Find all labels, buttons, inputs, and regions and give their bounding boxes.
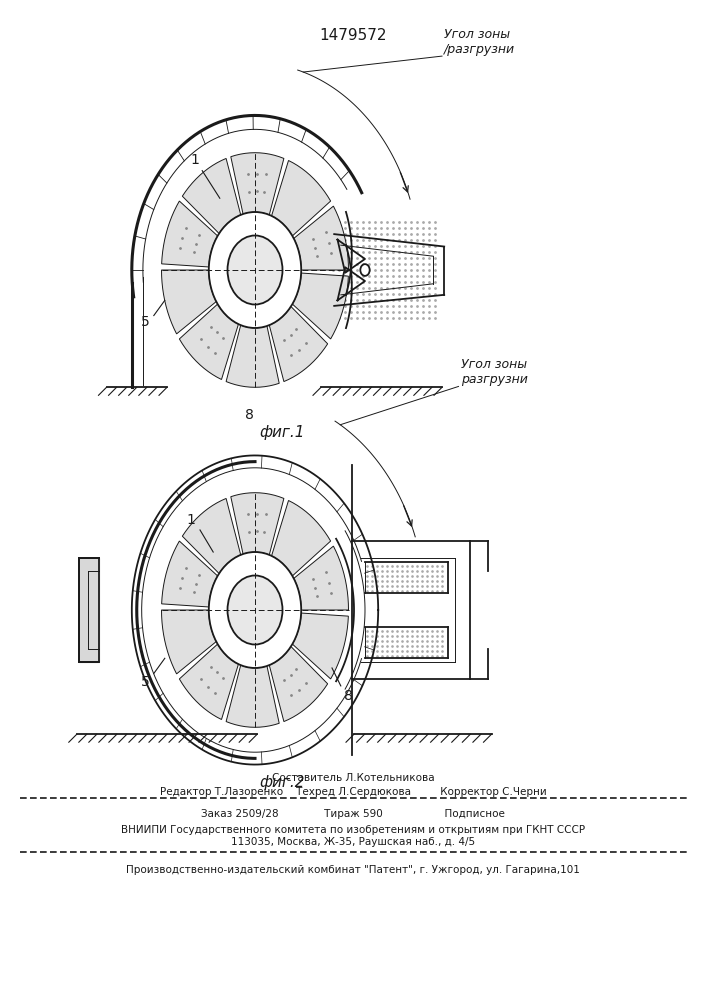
Ellipse shape xyxy=(228,235,283,304)
Text: Угол зоны
/разгрузни: Угол зоны /разгрузни xyxy=(444,28,515,56)
Text: 8: 8 xyxy=(245,408,254,422)
Text: 1479572: 1479572 xyxy=(320,27,387,42)
Polygon shape xyxy=(269,646,327,722)
Polygon shape xyxy=(161,270,216,334)
Polygon shape xyxy=(162,201,218,267)
Ellipse shape xyxy=(361,264,370,276)
Polygon shape xyxy=(79,558,99,662)
Polygon shape xyxy=(293,546,349,610)
Polygon shape xyxy=(180,644,238,720)
Ellipse shape xyxy=(209,212,301,328)
Polygon shape xyxy=(293,613,349,679)
Text: Заказ 2509/28              Тираж 590                   Подписное: Заказ 2509/28 Тираж 590 Подписное xyxy=(201,809,505,819)
Text: Составитель Л.Котельникова: Составитель Л.Котельникова xyxy=(271,773,434,783)
Text: Угол зоны
разгрузни: Угол зоны разгрузни xyxy=(461,358,527,386)
Polygon shape xyxy=(226,665,279,727)
Polygon shape xyxy=(226,325,279,387)
Polygon shape xyxy=(271,500,331,576)
Polygon shape xyxy=(271,160,331,236)
Text: 5: 5 xyxy=(141,675,149,689)
Text: фиг.2: фиг.2 xyxy=(259,775,305,790)
Text: 113035, Москва, Ж-35, Раушская наб., д. 4/5: 113035, Москва, Ж-35, Раушская наб., д. … xyxy=(231,837,475,847)
Text: фиг.1: фиг.1 xyxy=(259,425,305,440)
Polygon shape xyxy=(230,153,284,215)
Text: 8: 8 xyxy=(344,689,353,703)
Polygon shape xyxy=(293,206,349,270)
Polygon shape xyxy=(180,304,238,380)
Text: 1: 1 xyxy=(187,513,196,527)
Polygon shape xyxy=(230,493,284,555)
Text: Редактор Т.Лазоренко    Техред Л.Сердюкова         Корректор С.Черни: Редактор Т.Лазоренко Техред Л.Сердюкова … xyxy=(160,787,547,797)
Text: 5: 5 xyxy=(141,315,149,329)
Text: 1: 1 xyxy=(190,153,199,167)
Ellipse shape xyxy=(228,576,283,645)
Polygon shape xyxy=(161,610,216,674)
Polygon shape xyxy=(182,158,240,234)
Polygon shape xyxy=(269,306,327,382)
Polygon shape xyxy=(162,541,218,607)
Polygon shape xyxy=(293,273,349,339)
Text: ВНИИПИ Государственного комитета по изобретениям и открытиям при ГКНТ СССР: ВНИИПИ Государственного комитета по изоб… xyxy=(121,825,585,835)
Polygon shape xyxy=(182,498,240,574)
Ellipse shape xyxy=(209,552,301,668)
Text: Производственно-издательский комбинат "Патент", г. Ужгород, ул. Гагарина,101: Производственно-издательский комбинат "П… xyxy=(126,865,580,875)
